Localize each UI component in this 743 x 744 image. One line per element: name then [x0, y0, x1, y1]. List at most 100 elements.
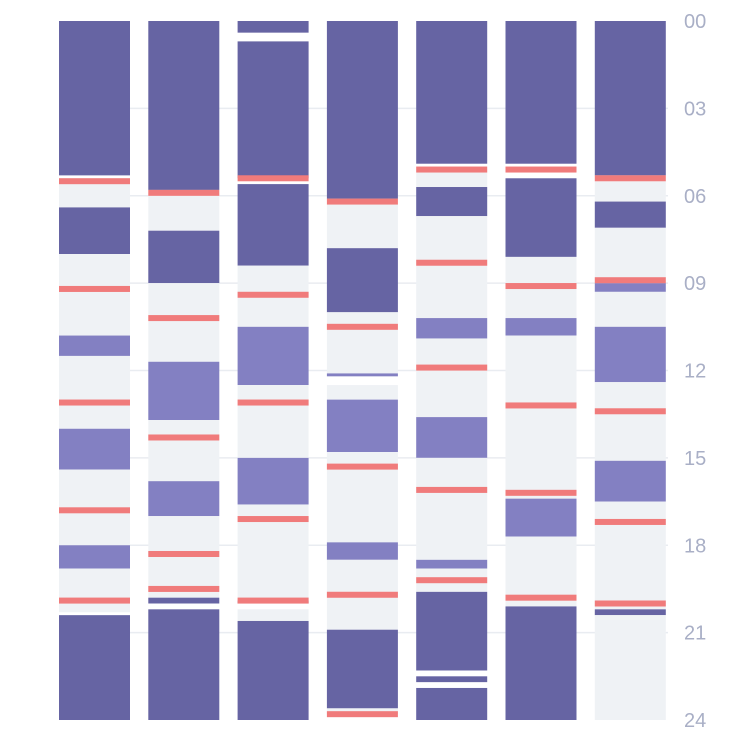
event-mark	[594, 277, 666, 284]
segment-deep	[505, 178, 577, 257]
event-mark	[416, 577, 488, 584]
segment-awake	[326, 204, 398, 249]
event-mark	[505, 594, 577, 601]
segment-light	[594, 326, 666, 383]
segment-deep	[326, 629, 398, 709]
y-tick-label-00: 00	[684, 11, 706, 33]
segment-awake	[59, 254, 130, 336]
segment-deep	[59, 207, 130, 254]
segment-deep	[237, 21, 309, 33]
event-mark	[59, 285, 130, 292]
event-mark	[59, 507, 130, 514]
segment-awake	[148, 192, 220, 231]
y-tick-label-09: 09	[684, 273, 706, 295]
event-mark	[326, 711, 398, 718]
segment-deep	[237, 41, 309, 179]
day-column-5	[416, 21, 488, 720]
segment-deep	[59, 21, 130, 176]
day-column-3	[237, 21, 309, 720]
event-mark	[505, 283, 577, 290]
event-mark	[505, 402, 577, 409]
segment-awake	[59, 568, 130, 613]
segment-light	[148, 481, 220, 517]
event-mark	[594, 408, 666, 415]
segment-awake	[416, 457, 488, 560]
segment-light	[59, 428, 130, 470]
event-mark	[148, 189, 220, 196]
segment-deep	[148, 609, 220, 720]
segment-deep	[505, 21, 577, 164]
segment-light	[326, 373, 398, 377]
event-mark	[237, 291, 309, 298]
segment-light	[326, 399, 398, 453]
segment-deep	[416, 187, 488, 217]
timeline-columns	[59, 21, 666, 720]
segment-awake	[505, 335, 577, 499]
segment-awake	[326, 385, 398, 400]
segment-deep	[416, 676, 488, 683]
segment-light	[148, 361, 220, 421]
event-mark	[416, 364, 488, 371]
segment-light	[326, 542, 398, 560]
y-tick-label-06: 06	[684, 186, 706, 208]
y-tick-label-12: 12	[684, 361, 706, 383]
day-column-1	[59, 21, 130, 720]
event-mark	[505, 489, 577, 496]
event-mark	[594, 600, 666, 607]
segment-awake	[416, 216, 488, 319]
segment-light	[505, 498, 577, 537]
segment-awake	[416, 338, 488, 418]
event-mark	[148, 550, 220, 557]
segment-deep	[594, 201, 666, 228]
segment-awake	[594, 501, 666, 610]
segment-light	[505, 318, 577, 336]
event-mark	[59, 399, 130, 406]
segment-awake	[237, 609, 309, 621]
event-mark	[594, 175, 666, 182]
segment-deep	[505, 606, 577, 720]
segment-awake	[594, 291, 666, 327]
segment-deep	[148, 21, 220, 190]
segment-light	[237, 457, 309, 505]
event-mark	[326, 198, 398, 205]
event-mark	[594, 518, 666, 525]
y-tick-label-03: 03	[684, 98, 706, 120]
event-mark	[237, 399, 309, 406]
event-mark	[416, 486, 488, 493]
segment-awake	[594, 181, 666, 202]
segment-deep	[594, 609, 666, 616]
segment-awake	[148, 420, 220, 482]
y-tick-label-21: 21	[684, 623, 706, 645]
y-tick-label-24: 24	[684, 710, 706, 732]
event-mark	[148, 585, 220, 592]
segment-awake	[148, 283, 220, 362]
segment-deep	[416, 687, 488, 720]
event-mark	[326, 463, 398, 470]
event-mark	[416, 259, 488, 266]
segment-awake	[594, 227, 666, 284]
segment-light	[594, 460, 666, 502]
event-mark	[326, 591, 398, 598]
event-mark	[237, 175, 309, 182]
segment-deep	[237, 620, 309, 720]
segment-awake	[594, 382, 666, 461]
event-mark	[237, 597, 309, 604]
segment-light	[59, 545, 130, 569]
event-mark	[326, 323, 398, 330]
segment-light	[416, 559, 488, 569]
y-tick-label-18: 18	[684, 535, 706, 557]
segment-deep	[416, 591, 488, 671]
day-column-4	[326, 21, 398, 718]
event-mark	[416, 166, 488, 173]
event-mark	[59, 178, 130, 185]
event-mark	[237, 516, 309, 523]
day-column-2	[148, 21, 220, 720]
segment-awake	[237, 385, 309, 458]
segment-deep	[148, 230, 220, 284]
event-mark	[59, 597, 130, 604]
segment-light	[594, 283, 666, 292]
segment-deep	[594, 21, 666, 176]
segment-light	[416, 417, 488, 458]
segment-deep	[416, 21, 488, 164]
